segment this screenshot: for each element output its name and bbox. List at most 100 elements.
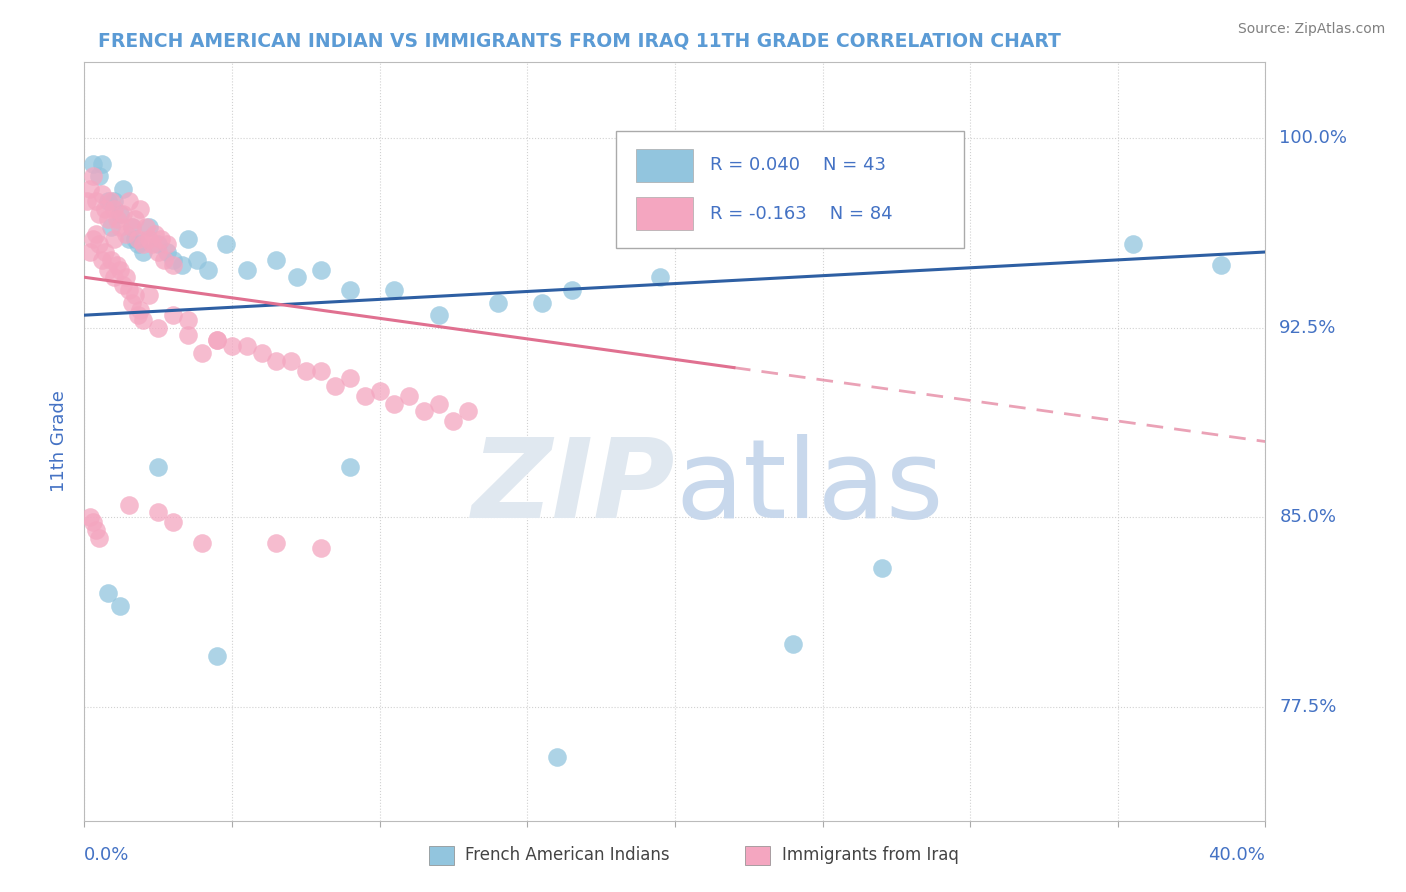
Text: 0.0%: 0.0% (84, 846, 129, 863)
Point (368, 384, 391, 398)
Point (309, 262, 332, 277)
Point (118, 232, 141, 246)
Point (132, 244, 155, 259)
Point (650, 270, 672, 285)
Point (129, 303, 152, 318)
Point (295, 364, 318, 378)
Point (236, 338, 259, 352)
Point (138, 232, 160, 246)
Point (427, 308, 450, 322)
Point (177, 328, 200, 343)
Text: Source: ZipAtlas.com: Source: ZipAtlas.com (1237, 22, 1385, 37)
Point (148, 505, 170, 519)
Point (141, 237, 163, 252)
Point (148, 237, 170, 252)
Point (121, 295, 143, 310)
Point (132, 313, 155, 327)
Point (103, 194, 125, 209)
Point (105, 212, 128, 227)
Point (114, 270, 136, 285)
Point (82, 156, 104, 170)
Point (457, 404, 479, 418)
Point (138, 288, 160, 302)
Point (82, 169, 104, 183)
Point (870, 561, 893, 575)
Point (427, 396, 450, 410)
Point (148, 320, 170, 334)
Point (124, 212, 146, 227)
Point (87, 207, 111, 221)
Point (339, 283, 361, 297)
Point (79, 182, 101, 196)
Text: 92.5%: 92.5% (1279, 318, 1337, 337)
Point (1211, 258, 1233, 272)
FancyBboxPatch shape (616, 130, 965, 248)
Point (221, 338, 243, 352)
Point (111, 277, 134, 292)
Point (207, 334, 229, 348)
Point (250, 346, 273, 360)
Point (91, 252, 114, 267)
Point (124, 232, 146, 246)
Point (1122, 237, 1144, 252)
Bar (636, 197, 693, 230)
Point (207, 334, 229, 348)
Text: 40.0%: 40.0% (1209, 846, 1265, 863)
Point (285, 270, 308, 285)
Point (339, 459, 361, 474)
Point (266, 353, 288, 368)
Point (382, 283, 406, 297)
Point (103, 202, 125, 216)
Point (97, 212, 120, 227)
Point (177, 232, 200, 246)
Point (127, 237, 149, 252)
Point (280, 353, 302, 368)
Y-axis label: 11th Grade: 11th Grade (51, 391, 69, 492)
Text: 85.0%: 85.0% (1279, 508, 1336, 526)
Text: 77.5%: 77.5% (1279, 698, 1337, 716)
Point (266, 535, 288, 549)
Point (215, 237, 238, 252)
Text: R = 0.040    N = 43: R = 0.040 N = 43 (710, 156, 886, 174)
Point (339, 371, 361, 385)
Point (87, 237, 111, 252)
Point (76, 194, 98, 209)
Point (127, 232, 149, 246)
Point (118, 283, 141, 297)
Point (413, 404, 436, 418)
Point (103, 270, 125, 285)
Point (118, 194, 141, 209)
Point (325, 379, 347, 393)
Point (162, 258, 184, 272)
Point (79, 244, 101, 259)
Point (191, 346, 214, 360)
Text: R = -0.163    N = 84: R = -0.163 N = 84 (710, 204, 893, 223)
Point (79, 510, 101, 524)
Point (354, 389, 377, 403)
Text: French American Indians: French American Indians (465, 847, 671, 864)
Point (382, 396, 406, 410)
Point (186, 252, 208, 267)
Point (94, 244, 117, 259)
Point (111, 182, 134, 196)
Text: atlas: atlas (675, 434, 943, 541)
Point (162, 252, 184, 267)
Point (108, 262, 131, 277)
Point (135, 219, 157, 234)
Point (118, 498, 141, 512)
Point (97, 586, 120, 600)
Point (309, 541, 332, 555)
Point (103, 232, 125, 246)
Point (91, 156, 114, 170)
Point (561, 283, 583, 297)
Point (191, 535, 214, 549)
Point (87, 531, 111, 545)
Point (236, 262, 259, 277)
Point (177, 313, 200, 327)
Point (121, 219, 143, 234)
Point (148, 459, 170, 474)
Point (84, 227, 107, 242)
Point (108, 207, 131, 221)
Point (170, 258, 193, 272)
Point (443, 414, 465, 428)
